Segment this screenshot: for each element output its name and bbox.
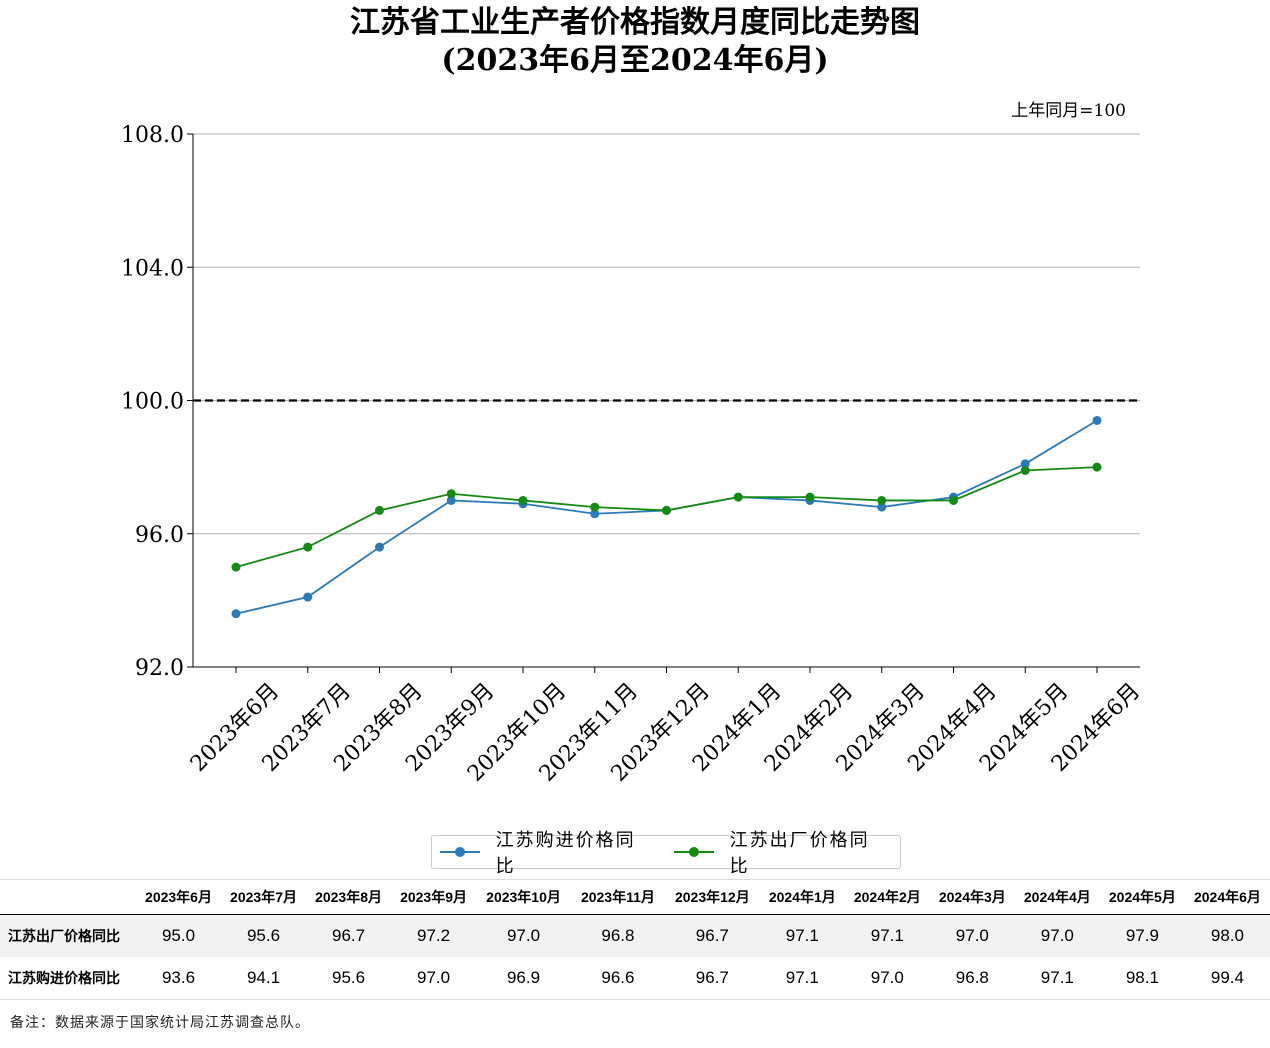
table-cell: 97.1 <box>844 914 930 957</box>
y-tick-label: 100.0 <box>121 390 184 415</box>
line-chart: 92.096.0100.0104.0108.0上年同月=1002023年6月20… <box>121 101 1145 787</box>
legend: 江苏购进价格同比 江苏出厂价格同比 <box>431 830 901 877</box>
data-table: 2023年6月 2023年7月 2023年8月 2023年9月 2023年10月 2023… <box>0 879 1270 1000</box>
table-column-header: 2024年6月 <box>1184 879 1270 915</box>
data-point <box>662 505 671 515</box>
data-point <box>590 502 600 512</box>
data-point <box>590 509 600 519</box>
data-point <box>949 495 958 505</box>
data-point <box>446 489 456 499</box>
data-point <box>375 542 384 552</box>
data-point <box>303 542 313 552</box>
table-cell: 96.9 <box>476 957 571 1000</box>
data-point <box>1092 462 1102 472</box>
y-tick-label: 104.0 <box>121 256 184 281</box>
legend-item-factory: 江苏出厂价格同比 <box>674 826 888 878</box>
table-row: 江苏出厂价格同比 95.0 95.6 96.7 97.2 97.0 96.8 96.7 97.1… <box>0 914 1270 957</box>
data-point <box>303 592 313 602</box>
data-point <box>1020 465 1030 475</box>
table-cell: 96.8 <box>570 914 665 957</box>
table-cell: 97.0 <box>1014 914 1100 957</box>
table-cell: 97.9 <box>1099 914 1185 957</box>
data-point <box>231 562 241 572</box>
table-cell: 96.6 <box>570 957 665 1000</box>
table-cell: 97.1 <box>759 957 845 1000</box>
y-tick-label: 92.0 <box>135 656 184 681</box>
table-row: 江苏购进价格同比 93.6 94.1 95.6 97.0 96.9 96.6 96.7 97.1… <box>0 957 1270 1000</box>
legend-label-purchase: 江苏购进价格同比 <box>495 830 636 877</box>
chart-title: 江苏省工业生产者价格指数月度同比走势图 <box>350 5 920 40</box>
table-cell: 95.6 <box>221 914 307 957</box>
table-column-header: 2023年9月 <box>391 879 477 915</box>
table-column-header: 2024年1月 <box>759 879 845 915</box>
unit-note: 上年同月=100 <box>1011 101 1126 121</box>
data-point <box>877 502 887 512</box>
table-column-header: 2023年6月 <box>136 879 222 915</box>
table-cell: 96.7 <box>306 914 392 957</box>
table-column-header: 2024年4月 <box>1014 879 1100 915</box>
data-point <box>446 495 456 505</box>
table-column-header: 2024年5月 <box>1099 879 1185 915</box>
y-tick-label: 108.0 <box>121 123 184 148</box>
legend-marker-purchase <box>440 847 480 857</box>
table-cell: 98.1 <box>1099 957 1185 1000</box>
table-column-header: 2023年12月 <box>664 879 760 915</box>
data-point <box>877 495 887 505</box>
table-cell: 98.0 <box>1184 914 1270 957</box>
table-cell: 96.7 <box>664 914 760 957</box>
data-point <box>1092 415 1102 425</box>
table-header-row: 2023年6月 2023年7月 2023年8月 2023年9月 2023年10月 2023… <box>0 879 1270 915</box>
table-cell: 93.6 <box>136 957 222 1000</box>
table-column-header: 2023年8月 <box>306 879 392 915</box>
table-cell: 95.6 <box>306 957 392 1000</box>
table-cell: 95.0 <box>136 914 222 957</box>
table-column-header: 2023年7月 <box>221 879 307 915</box>
data-point <box>733 492 743 502</box>
table-body: 江苏出厂价格同比 95.0 95.6 96.7 97.2 97.0 96.8 96.7 97.1… <box>0 914 1270 1000</box>
table-column-header: 2023年11月 <box>570 879 665 915</box>
data-point <box>375 505 384 515</box>
table-cell: 97.1 <box>759 914 845 957</box>
table-cell: 94.1 <box>221 957 307 1000</box>
table-cell: 97.2 <box>391 914 477 957</box>
table-row-label: 江苏购进价格同比 <box>0 957 136 1000</box>
table-cell: 96.7 <box>664 957 760 1000</box>
legend-item-purchase: 江苏购进价格同比 <box>440 826 654 878</box>
table-corner <box>0 879 136 915</box>
table-cell: 96.8 <box>929 957 1015 1000</box>
table-cell: 97.0 <box>844 957 930 1000</box>
table-cell: 97.0 <box>929 914 1015 957</box>
data-point <box>518 495 528 505</box>
data-point <box>231 609 241 619</box>
data-point <box>805 492 815 502</box>
table-column-header: 2024年3月 <box>929 879 1015 915</box>
table-cell: 97.0 <box>391 957 477 1000</box>
table-cell: 99.4 <box>1184 957 1270 1000</box>
table-cell: 97.0 <box>476 914 571 957</box>
table-column-header: 2023年10月 <box>476 879 571 915</box>
legend-marker-factory <box>674 847 714 857</box>
legend-label-factory: 江苏出厂价格同比 <box>729 830 870 877</box>
series-line-1 <box>235 466 1098 568</box>
table-row-label: 江苏出厂价格同比 <box>0 914 136 957</box>
table-cell: 97.1 <box>1014 957 1100 1000</box>
table-column-header: 2024年2月 <box>844 879 930 915</box>
footnote: 备注：数据来源于国家统计局江苏调查总队。 <box>10 1015 310 1031</box>
y-tick-label: 96.0 <box>135 523 184 548</box>
data-point <box>1020 459 1030 469</box>
chart-subtitle: (2023年6月至2024年6月) <box>441 43 829 78</box>
